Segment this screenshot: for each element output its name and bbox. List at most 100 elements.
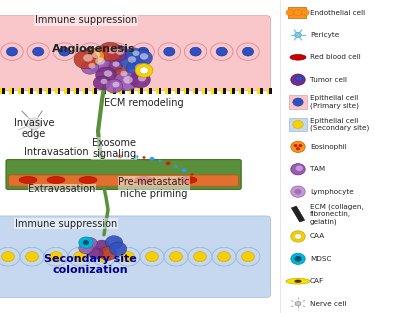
Circle shape: [188, 247, 212, 266]
Circle shape: [294, 189, 302, 194]
Circle shape: [146, 252, 158, 262]
Circle shape: [164, 247, 188, 266]
Circle shape: [291, 253, 305, 264]
Circle shape: [109, 242, 127, 256]
Text: Intravasation: Intravasation: [24, 147, 88, 157]
Text: Pre-metastatic
niche priming: Pre-metastatic niche priming: [118, 177, 190, 199]
Bar: [104, 88, 106, 94]
Bar: [202, 88, 208, 94]
Circle shape: [216, 47, 227, 56]
Bar: [159, 88, 162, 94]
Bar: [232, 88, 235, 94]
Text: Endothelial cell: Endothelial cell: [310, 9, 365, 16]
Circle shape: [44, 247, 68, 266]
Bar: [230, 88, 235, 94]
Text: Pericyte: Pericyte: [310, 32, 339, 38]
Ellipse shape: [19, 177, 37, 183]
Bar: [64, 88, 70, 94]
Circle shape: [138, 47, 149, 56]
Bar: [30, 88, 33, 94]
Bar: [156, 88, 162, 94]
Circle shape: [122, 252, 134, 262]
Circle shape: [116, 49, 124, 55]
Bar: [83, 88, 88, 94]
Circle shape: [98, 42, 122, 61]
Circle shape: [291, 141, 305, 152]
Bar: [239, 88, 244, 94]
Bar: [85, 88, 88, 94]
Circle shape: [291, 186, 305, 197]
Ellipse shape: [47, 177, 65, 183]
Bar: [12, 88, 14, 94]
Circle shape: [212, 247, 236, 266]
Bar: [250, 88, 253, 94]
Circle shape: [293, 98, 303, 106]
Text: Immune suppression: Immune suppression: [15, 219, 117, 229]
Text: Exosome
signaling: Exosome signaling: [92, 138, 136, 160]
Bar: [269, 88, 272, 94]
Bar: [58, 88, 60, 94]
Circle shape: [295, 33, 301, 38]
Bar: [74, 88, 79, 94]
Bar: [147, 88, 152, 94]
Text: Eosinophil: Eosinophil: [310, 144, 347, 150]
Text: Immune suppression: Immune suppression: [35, 15, 137, 25]
Bar: [0, 88, 5, 94]
Bar: [67, 88, 70, 94]
Circle shape: [95, 57, 105, 65]
Bar: [122, 88, 125, 94]
Bar: [193, 88, 198, 94]
Circle shape: [242, 252, 254, 262]
Circle shape: [294, 9, 302, 16]
Text: Epithelial cell
(Secondary site): Epithelial cell (Secondary site): [310, 118, 369, 131]
Bar: [288, 7, 306, 18]
Circle shape: [112, 82, 120, 87]
Bar: [46, 88, 51, 94]
Bar: [175, 88, 180, 94]
Circle shape: [99, 247, 117, 260]
Circle shape: [128, 56, 136, 63]
Bar: [140, 88, 143, 94]
Text: Extravasation: Extravasation: [28, 184, 96, 194]
Circle shape: [79, 243, 93, 254]
Circle shape: [294, 256, 302, 262]
Circle shape: [190, 173, 194, 176]
Circle shape: [218, 252, 230, 262]
Text: ECM (collagen,
fibronectin,
gelatin): ECM (collagen, fibronectin, gelatin): [310, 203, 364, 224]
Circle shape: [81, 60, 99, 74]
Circle shape: [291, 74, 305, 85]
Bar: [166, 88, 171, 94]
Ellipse shape: [290, 54, 306, 60]
Circle shape: [242, 47, 254, 56]
Circle shape: [96, 67, 116, 83]
Bar: [113, 88, 116, 94]
Bar: [131, 88, 134, 94]
Circle shape: [120, 53, 140, 69]
Circle shape: [134, 155, 138, 159]
Ellipse shape: [79, 177, 97, 183]
Circle shape: [298, 144, 302, 147]
Circle shape: [120, 71, 128, 76]
Circle shape: [296, 166, 303, 171]
Bar: [92, 88, 97, 94]
Text: Epithelial cell
(Primary site): Epithelial cell (Primary site): [310, 95, 359, 109]
Circle shape: [135, 64, 153, 77]
Circle shape: [113, 68, 131, 82]
Circle shape: [295, 301, 301, 306]
Circle shape: [83, 238, 97, 249]
Circle shape: [126, 59, 150, 78]
Bar: [18, 88, 24, 94]
Circle shape: [236, 247, 260, 266]
Circle shape: [142, 156, 146, 159]
Circle shape: [130, 72, 150, 88]
Text: Angiogenesis: Angiogenesis: [52, 44, 136, 54]
Bar: [186, 88, 189, 94]
Bar: [223, 88, 226, 94]
Circle shape: [132, 50, 140, 56]
Bar: [55, 88, 60, 94]
Ellipse shape: [179, 177, 197, 183]
Circle shape: [132, 50, 152, 66]
Circle shape: [50, 252, 62, 262]
Circle shape: [33, 47, 44, 56]
Text: Tumor cell: Tumor cell: [310, 77, 347, 83]
